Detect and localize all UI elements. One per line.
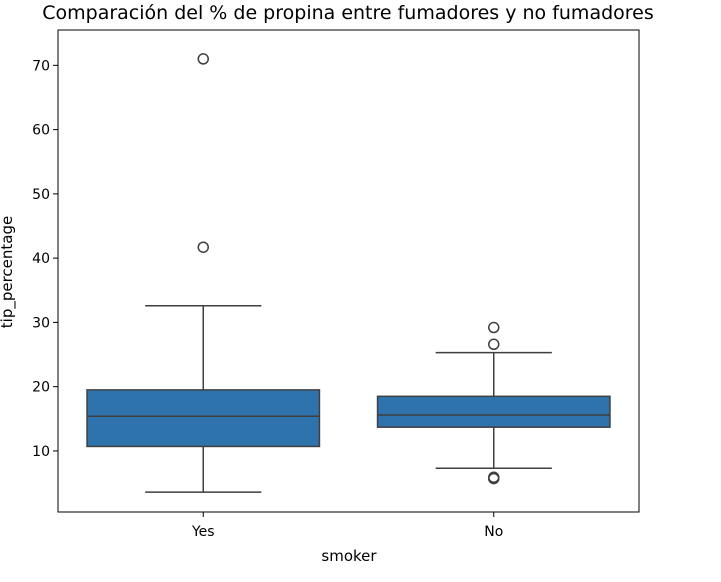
x-axis: Yes No [191,512,503,540]
plot-frame [57,29,640,513]
x-tick-label: No [484,524,503,540]
box-group-no [376,321,611,485]
box-group-yes [86,53,321,493]
outlier-point [488,321,500,334]
outlier-point [197,53,209,65]
y-tick-label: 30 [32,315,50,331]
box-iqr [376,395,611,428]
y-tick-label: 10 [32,444,50,460]
y-tick-label: 60 [32,123,50,139]
y-tick-label: 70 [32,58,50,74]
outlier-point [197,241,209,253]
y-axis: 10 20 30 40 50 60 70 [32,58,58,460]
chart-title: Comparación del % de propina entre fumad… [42,2,654,24]
plot-area [86,53,611,493]
outlier-point [488,471,500,484]
y-tick-label: 40 [32,251,50,267]
y-tick-label: 20 [32,380,50,396]
y-tick-label: 50 [32,187,50,203]
box-iqr [86,389,321,448]
x-tick-label: Yes [191,524,215,540]
y-axis-label: tip_percentage [0,216,17,328]
x-axis-label: smoker [321,547,377,565]
outlier-point [488,338,500,351]
